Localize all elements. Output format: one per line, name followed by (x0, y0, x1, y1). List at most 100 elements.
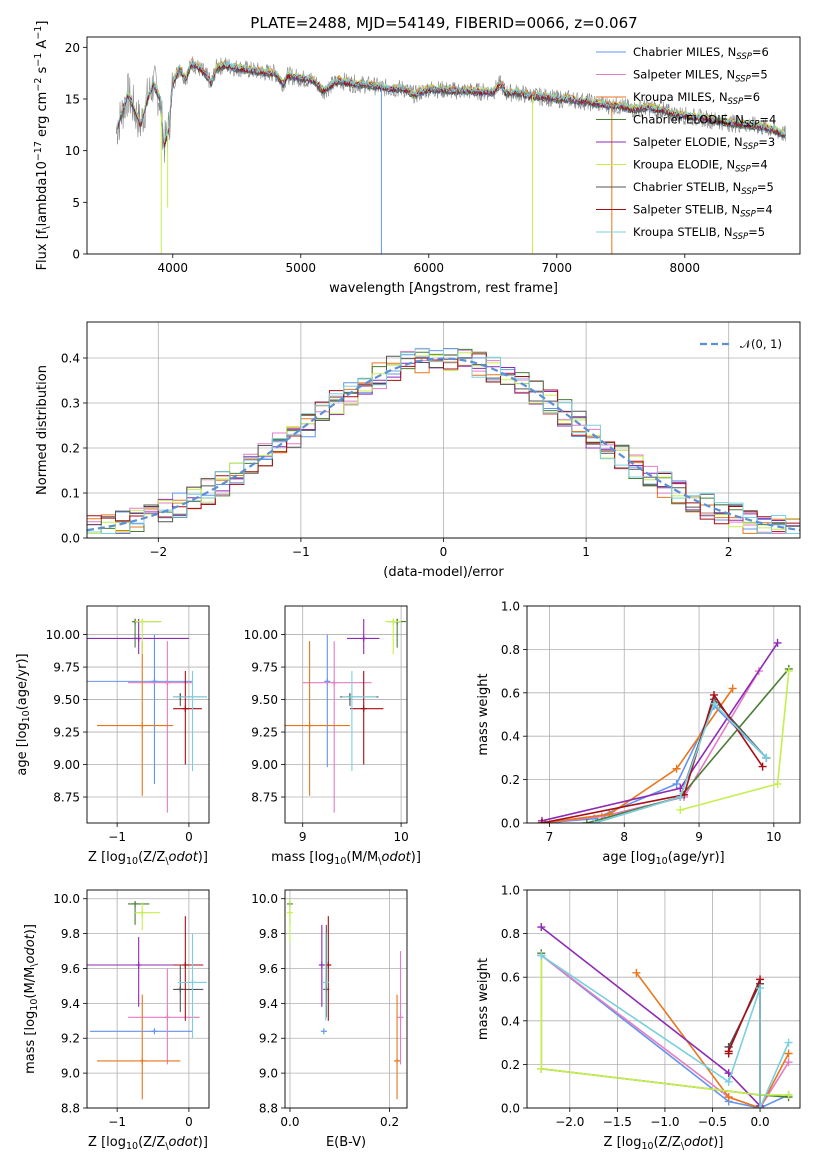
panel-residuals: −2 −1 0 1 2 0.0 0.1 0.2 0.3 0.4 (data-model)/error… (35, 321, 801, 580)
plot-area (87, 618, 207, 813)
y-tick-label: 15 (65, 93, 80, 107)
model-spectrum-line (116, 59, 786, 143)
panel-spectrum: 4000 5000 6000 7000 8000 0 5 10 15 20 wavelength [… (33, 21, 801, 296)
y-tick-label: 0.6 (501, 686, 520, 700)
weight-marker (676, 805, 685, 814)
x-tick-label: −1.0 (650, 1115, 679, 1129)
x-axis-label: wavelength [Angstrom, rest frame] (329, 281, 558, 296)
y-tick-label: 0.2 (501, 773, 520, 787)
x-tick-label: 0 (185, 1115, 193, 1129)
normal-curve (87, 357, 800, 532)
legend-entry: Kroupa STELIB, NSSP=5 (633, 225, 765, 242)
y-axis-label: Flux [f\lambda10−17 erg cm−2 s−1 A−1] (33, 21, 52, 271)
weight-marker (758, 762, 767, 771)
y-tick-label: 1.0 (501, 600, 520, 614)
data-point (189, 693, 196, 700)
panel-mass-vs-Z: −1 0 8.8 9.0 9.2 9.4 9.6 9.8 10.0 Z [log10(Z/Z\od… (23, 889, 210, 1152)
y-tick-label: 9.0 (259, 1067, 278, 1081)
y-tick-label: 0.0 (501, 1102, 520, 1116)
axes-frame (284, 889, 408, 1109)
axes-frame (86, 36, 801, 255)
y-tick-label: 10.0 (53, 892, 80, 906)
residual-histogram (87, 347, 800, 534)
y-tick-label: 9.2 (61, 1032, 80, 1046)
x-tick-label: −0.5 (698, 1115, 727, 1129)
y-tick-label: 10.00 (46, 628, 80, 642)
y-tick-label: 9.4 (61, 997, 80, 1011)
data-point (286, 909, 293, 916)
data-point (397, 1014, 404, 1021)
y-axis-label: Normed distribution (35, 365, 50, 495)
weight-line (541, 670, 760, 823)
data-point (324, 678, 331, 685)
x-tick-label: −2 (149, 545, 167, 559)
model-spectrum-line (116, 63, 786, 148)
weight-marker (709, 690, 718, 699)
x-tick-label: 9 (695, 830, 703, 844)
weight-marker (537, 951, 546, 960)
weight-line (540, 926, 761, 1107)
y-tick-label: 0.4 (61, 352, 80, 366)
x-axis-label: mass [log10(M/M\odot)] (271, 850, 421, 867)
data-point (132, 900, 139, 907)
x-tick-label: 5000 (285, 261, 316, 275)
y-tick-label: 9.25 (53, 726, 80, 740)
y-tick-label: 0.1 (61, 487, 80, 501)
axes-frame (526, 605, 801, 824)
data-point (360, 705, 367, 712)
panel-mass-vs-EBV: 0.0 0.2 8.8 9.0 9.2 9.4 9.6 9.8 10.0 E(B-V) (251, 889, 408, 1150)
x-tick-label: 9 (299, 830, 307, 844)
weight-marker (632, 968, 641, 977)
x-tick-label: 0 (440, 545, 448, 559)
y-tick-label: 0.3 (61, 397, 80, 411)
x-tick-label: 10 (766, 830, 781, 844)
axes-frame (284, 605, 408, 824)
legend-entry: Salpeter MILES, NSSP=5 (633, 68, 768, 85)
legend-entry: Kroupa MILES, NSSP=6 (633, 90, 760, 107)
x-axis-label: (data-model)/error (383, 565, 504, 580)
data-point (139, 1057, 146, 1064)
x-tick-label: −1 (108, 830, 126, 844)
weight-marker (537, 1064, 546, 1073)
x-tick-label: 8 (620, 830, 628, 844)
data-point (320, 1028, 327, 1035)
x-tick-label: 0.0 (751, 1115, 770, 1129)
weight-marker (784, 667, 793, 676)
panel-weight-vs-Z: −2.0 −1.5 −1.0 −0.5 0.0 0.0 0.2 0.4 0.6 0.8 1.0 Z [… (476, 884, 801, 1152)
panel-weight-vs-age: 7 8 9 10 0.0 0.2 0.4 0.6 0.8 1.0 age [log10(age/yr… (476, 600, 801, 867)
x-tick-label: 8000 (670, 261, 701, 275)
plot-area (87, 347, 800, 534)
x-axis-label: Z [log10(Z/Z\odot)] (88, 850, 208, 867)
y-tick-label: 8.75 (53, 791, 80, 805)
x-tick-label: 0 (185, 830, 193, 844)
data-point (151, 678, 158, 685)
spectrum-title: PLATE=2488, MJD=54149, FIBERID=0066, z=0… (250, 14, 637, 32)
y-tick-label: 9.6 (259, 962, 278, 976)
y-tick-label: 8.8 (61, 1102, 80, 1116)
y-tick-label: 9.25 (251, 726, 278, 740)
legend-entry: Salpeter STELIB, NSSP=4 (633, 203, 773, 220)
weight-marker (773, 779, 782, 788)
data-point (151, 1028, 158, 1035)
y-tick-label: 20 (65, 41, 80, 55)
weight-marker (672, 764, 681, 773)
y-tick-label: 9.4 (259, 997, 278, 1011)
y-axis-label: age [log10(age/yr)] (15, 653, 32, 775)
y-tick-label: 5 (72, 196, 80, 210)
residual-histogram (87, 353, 800, 533)
plot-area (537, 923, 793, 1108)
x-tick-label: 6000 (414, 261, 445, 275)
x-tick-label: 10 (393, 830, 408, 844)
weight-marker (773, 638, 782, 647)
y-tick-label: 0.2 (501, 1058, 520, 1072)
data-point (331, 679, 338, 686)
legend-entry: 𝒩(0, 1) (740, 337, 782, 351)
plot-area (87, 900, 207, 1100)
data-point (189, 979, 196, 986)
y-axis-label: mass weight (476, 673, 491, 755)
x-tick-label: 2 (725, 545, 733, 559)
data-point (177, 986, 184, 993)
weight-marker (724, 1077, 733, 1086)
y-tick-label: 10.00 (244, 628, 278, 642)
x-tick-label: −1 (108, 1115, 126, 1129)
